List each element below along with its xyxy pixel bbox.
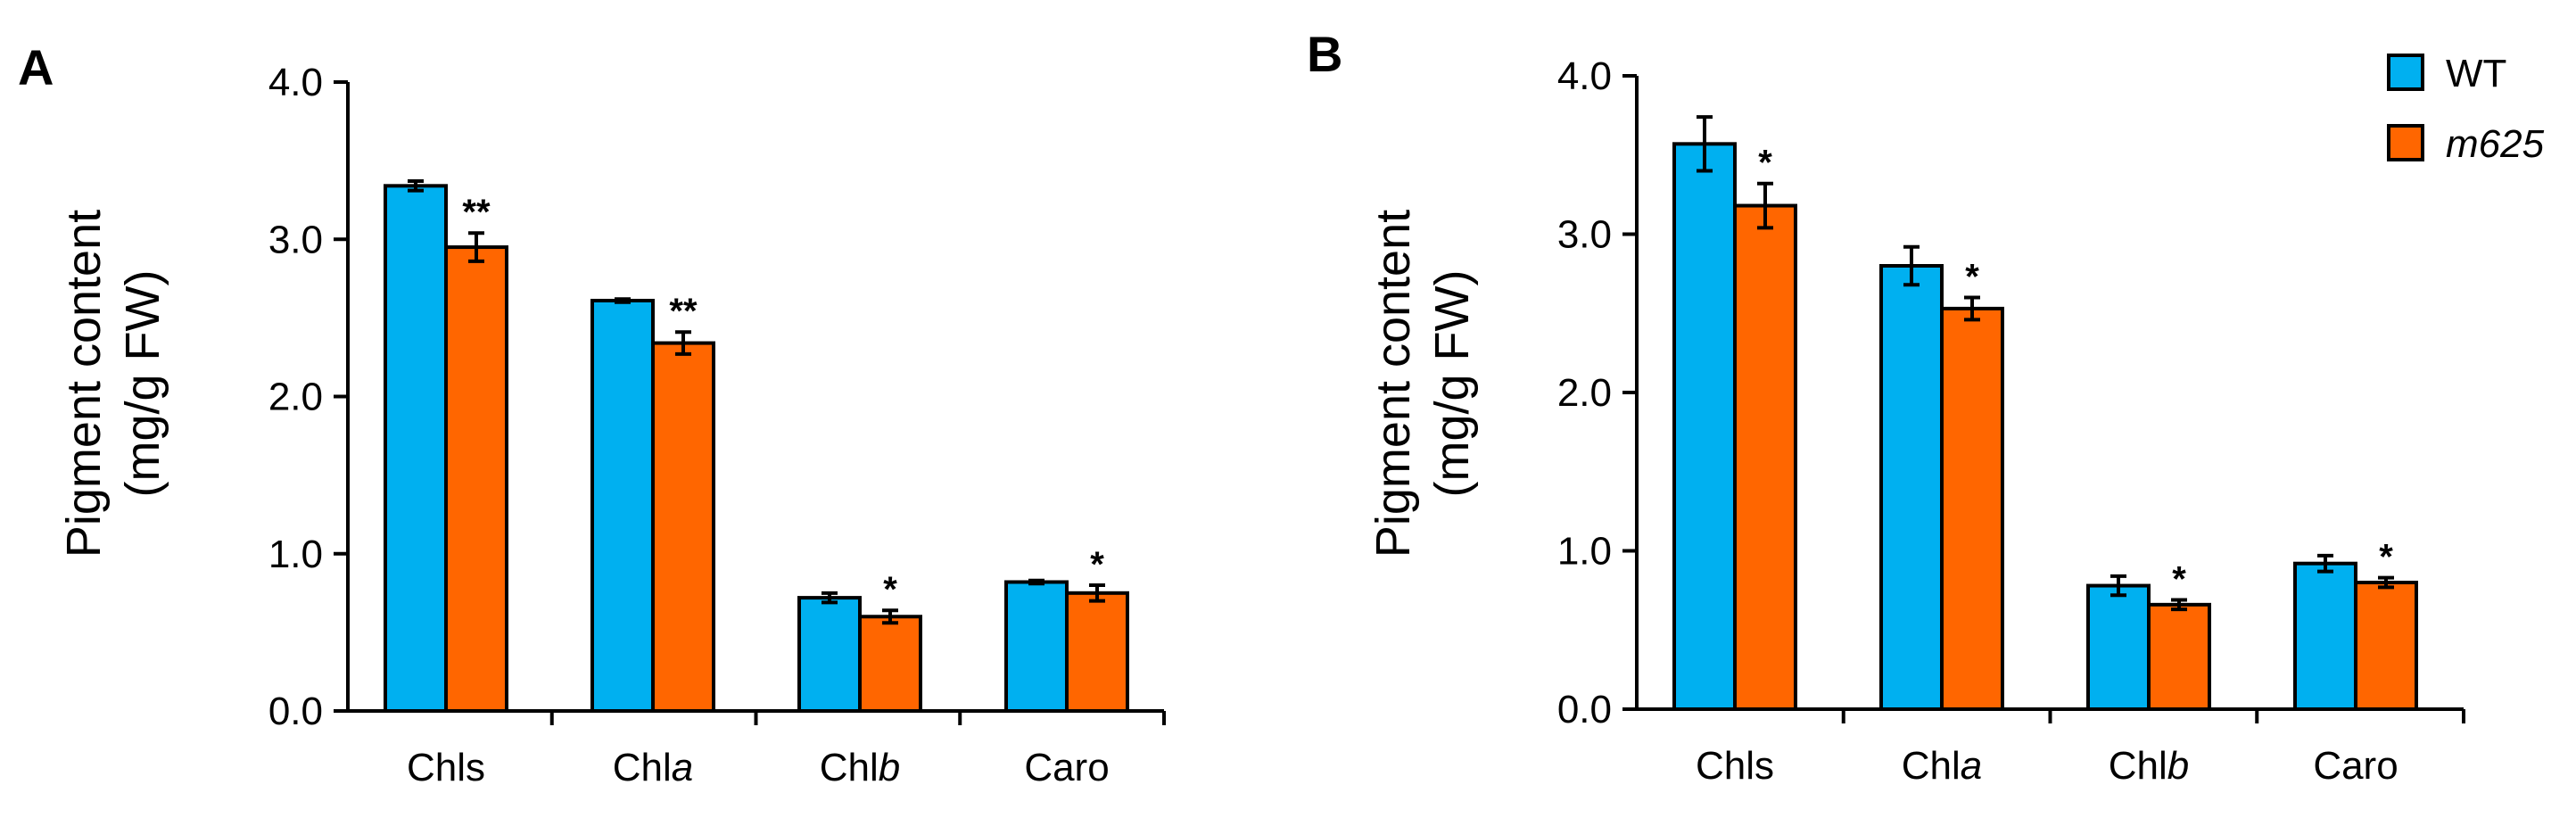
legend-swatch-m625 <box>2387 124 2424 161</box>
panel-a-y-tick-label: 1.0 <box>268 533 323 576</box>
panel-a-significance-mark: * <box>1090 545 1104 584</box>
panel-b-bar-m625-caro <box>2354 581 2418 711</box>
panel-a-bar-wt-caro <box>1004 580 1069 713</box>
panel-a-category-label: Chls <box>407 746 485 789</box>
legend-label-wt: WT <box>2446 52 2506 95</box>
panel-a-ylabel-line2: (mg/g FW) <box>116 270 169 498</box>
panel-b-bar-m625-chls <box>1733 203 1797 712</box>
panel-b-bar-m625-chlb <box>2147 602 2211 711</box>
panel-a-label: A <box>18 39 54 95</box>
panel-b-significance-mark: * <box>2379 538 2393 577</box>
panel-b-category-label: Chlb <box>2109 744 2190 788</box>
panel-a-significance-mark: ** <box>669 292 698 331</box>
panel-b-bar-m625-chla <box>1940 306 2004 711</box>
panel-b-category-label: Chls <box>1696 744 1774 788</box>
panel-b-category-label: Caro <box>2313 744 2398 788</box>
panel-a-significance-mark: * <box>883 570 897 609</box>
panel-b-bar-wt-chls <box>1672 142 1737 711</box>
panel-a-bar-wt-chls <box>384 184 448 713</box>
panel-b-y-tick-label: 2.0 <box>1557 371 1612 415</box>
panel-b-bar-wt-caro <box>2293 561 2357 712</box>
panel-a-ylabel-line1: Pigment content <box>57 210 111 558</box>
legend: WT m625 <box>2387 52 2545 166</box>
panel-a-bar-m625-chla <box>651 341 715 713</box>
panel-a-bar-m625-caro <box>1065 591 1129 713</box>
panel-b-significance-mark: * <box>1758 144 1772 183</box>
panel-b-significance-mark: * <box>1965 258 1979 297</box>
panel-b-y-tick-label: 0.0 <box>1557 688 1612 731</box>
panel-a-y-tick-label: 2.0 <box>268 376 323 419</box>
panel-b-ylabel-line2: (mg/g FW) <box>1425 270 1479 498</box>
panel-a-category-label: Chla <box>613 746 694 789</box>
panel-b-ylabel-line1: Pigment content <box>1366 210 1420 558</box>
legend-label-m625: m625 <box>2446 122 2545 166</box>
panel-a-bar-m625-chls <box>444 245 508 713</box>
legend-swatch-wt <box>2387 54 2424 91</box>
panel-a-y-tick-label: 3.0 <box>268 218 323 261</box>
panel-b: B Pigment content (mg/g FW) 0.0 1.0 2.0 3.0… <box>1307 26 2465 788</box>
panel-b-y-tick-label: 3.0 <box>1557 213 1612 257</box>
panel-a: A Pigment content (mg/g FW) 0.0 1.0 2.0 3.0… <box>18 39 1166 789</box>
panel-a-bar-wt-chla <box>590 298 655 713</box>
panel-a-category-label: Caro <box>1024 746 1109 789</box>
panel-a-bar-wt-chlb <box>797 596 862 713</box>
panel-a-marks: 0.0 1.0 2.0 3.0 4.0 ** Chls ** Chla * Chlb * Caro <box>268 61 1166 789</box>
panel-b-bar-wt-chla <box>1879 264 1944 711</box>
panel-b-bar-wt-chlb <box>2086 583 2151 711</box>
panel-b-label: B <box>1307 26 1342 82</box>
panel-b-y-tick-label: 4.0 <box>1557 54 1612 98</box>
panel-a-category-label: Chlb <box>820 746 901 789</box>
panel-b-y-tick-label: 1.0 <box>1557 530 1612 574</box>
panel-a-bar-m625-chlb <box>858 615 922 713</box>
panel-b-significance-mark: * <box>2172 560 2186 599</box>
panel-a-y-tick-label: 4.0 <box>268 61 323 104</box>
panel-a-y-tick-label: 0.0 <box>268 690 323 733</box>
panel-b-marks: 0.0 1.0 2.0 3.0 4.0 * Chls * Chla * Chlb * Caro <box>1557 54 2465 788</box>
panel-b-category-label: Chla <box>1902 744 1983 788</box>
panel-a-significance-mark: ** <box>462 193 491 232</box>
